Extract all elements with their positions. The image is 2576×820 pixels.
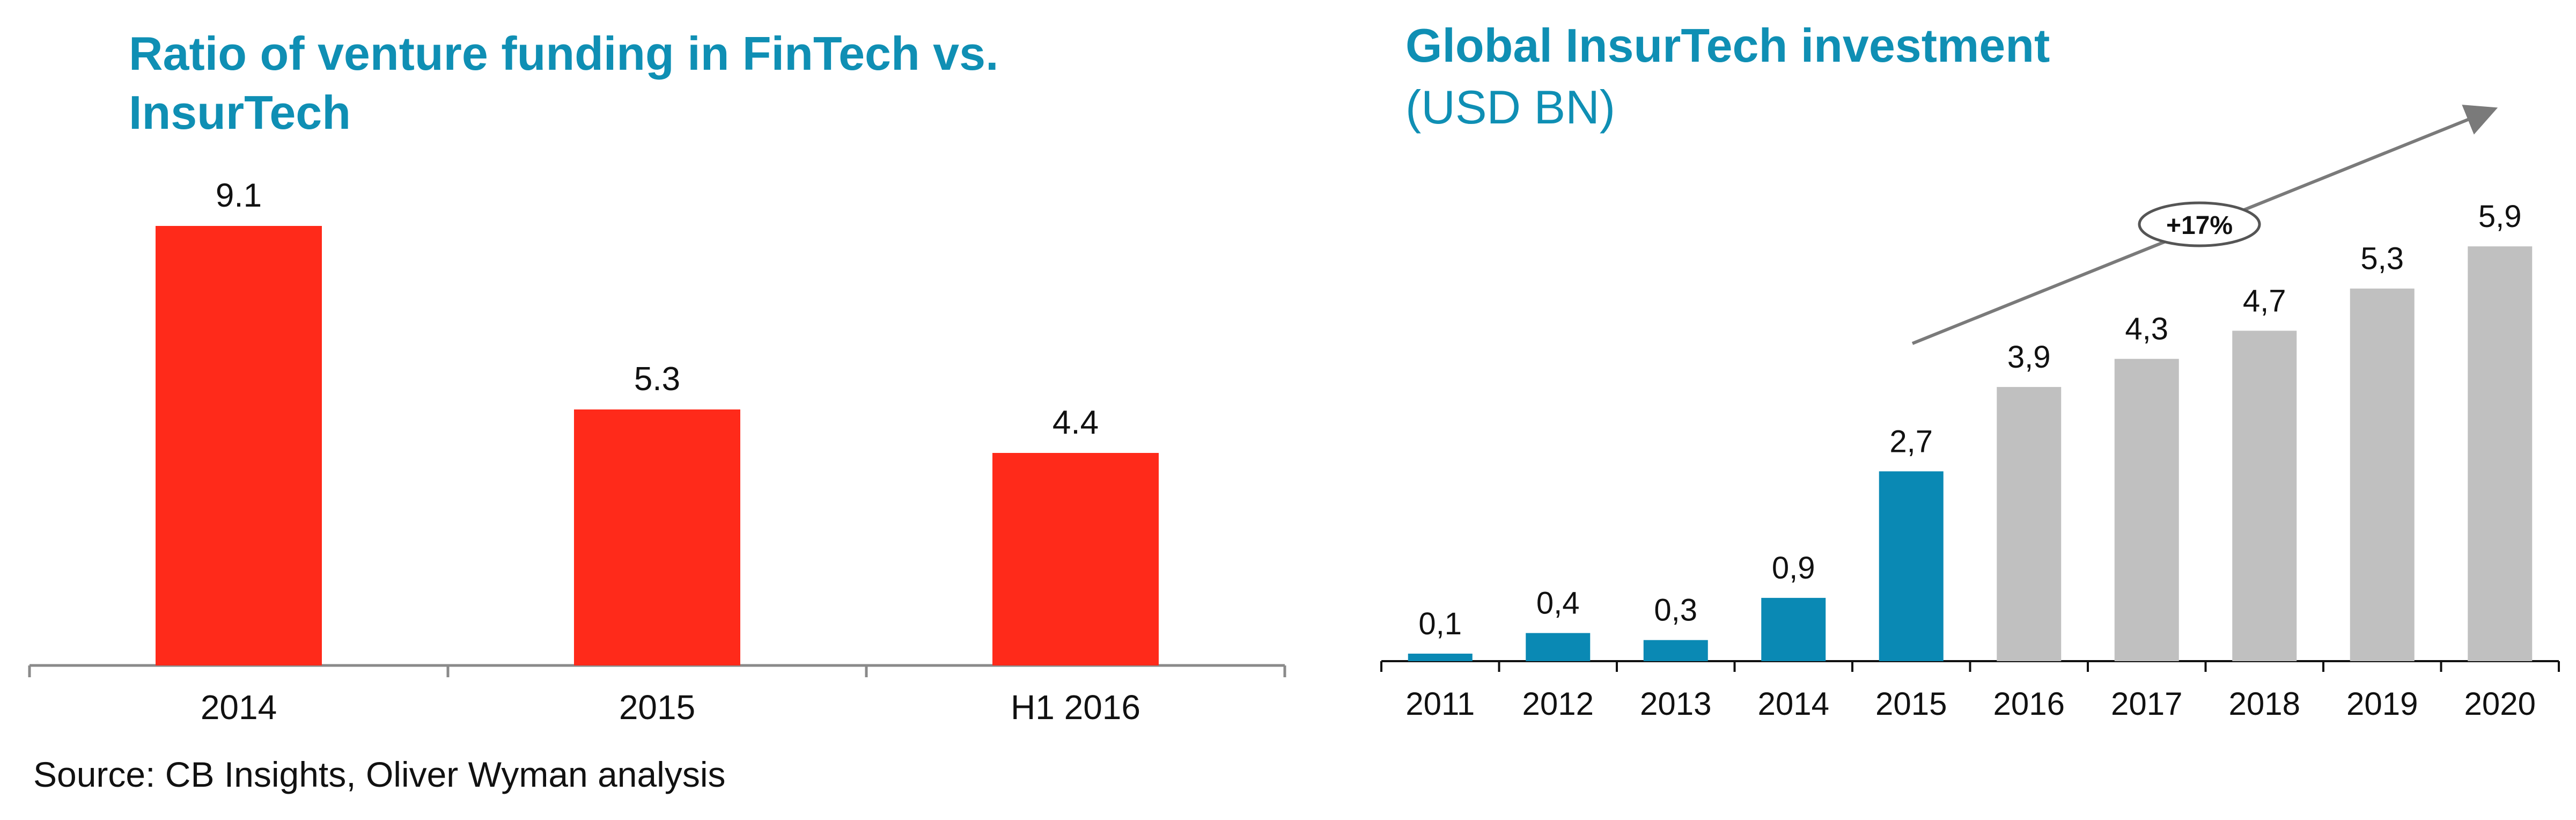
x-tick-label: 2011 — [1405, 686, 1475, 722]
x-tick-label: 2014 — [1758, 686, 1829, 722]
bar — [992, 453, 1159, 665]
bar — [2114, 358, 2179, 661]
left-chart-title: Ratio of venture funding in FinTech vs. … — [129, 27, 999, 139]
source-note: Source: CB Insights, Oliver Wyman analys… — [33, 755, 726, 794]
data-label: 4,3 — [2125, 312, 2168, 347]
data-label: 5,9 — [2478, 199, 2522, 234]
x-tick-label: 2014 — [201, 688, 277, 727]
growth-annotation-ellipse — [2138, 201, 2261, 247]
right-chart-title: Global InsurTech investment — [1405, 19, 2050, 72]
x-tick-label: 2016 — [1993, 686, 2065, 722]
data-label: 5,3 — [2360, 241, 2404, 276]
data-label: 0,9 — [1772, 551, 1815, 585]
x-tick-label: 2015 — [619, 688, 695, 727]
data-label: 2,7 — [1889, 424, 1933, 459]
data-label: 3,9 — [2007, 340, 2051, 375]
bar — [1879, 471, 1944, 661]
growth-annotation-label: +17% — [2166, 211, 2233, 240]
data-label: 0,1 — [1418, 606, 1462, 641]
data-label: 0,4 — [1536, 586, 1580, 621]
bar — [1997, 387, 2062, 661]
bar — [1643, 640, 1708, 661]
bar — [156, 226, 322, 665]
x-tick-label: H1 2016 — [1011, 688, 1140, 727]
x-tick-label: 2012 — [1522, 686, 1594, 722]
data-label: 4.4 — [1053, 404, 1099, 441]
x-tick-label: 2019 — [2346, 686, 2418, 722]
data-label: 5.3 — [634, 361, 680, 398]
bar — [2232, 331, 2297, 661]
data-label: 9.1 — [216, 177, 262, 214]
x-tick-label: 2020 — [2464, 686, 2536, 722]
x-tick-label: 2015 — [1875, 686, 1947, 722]
bar — [1526, 633, 1591, 661]
x-tick-label: 2013 — [1640, 686, 1711, 722]
bar — [2350, 288, 2415, 661]
x-tick-label: 2017 — [2111, 686, 2182, 722]
data-label: 0,3 — [1654, 593, 1697, 628]
data-label: 4,7 — [2243, 283, 2286, 318]
bar — [1408, 654, 1473, 661]
bar — [1761, 598, 1826, 661]
bar — [2468, 246, 2533, 662]
left-bar-chart: 9.1 2014 5.3 2015 4.4 H1 2016 — [28, 177, 1286, 727]
right-chart-subtitle: (USD BN) — [1405, 80, 1616, 134]
x-tick-label: 2018 — [2229, 686, 2300, 722]
bar — [574, 409, 740, 665]
